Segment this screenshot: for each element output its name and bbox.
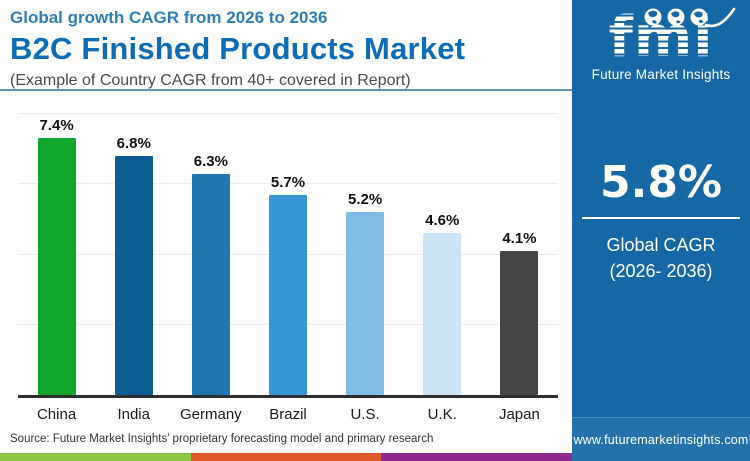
bar-value-label: 7.4% (39, 117, 74, 134)
global-cagr-label: Global CAGR (2026- 2036) (572, 232, 750, 284)
chart-subtitle: (Example of Country CAGR from 40+ covere… (10, 72, 411, 89)
x-axis-label: Brazil (269, 406, 307, 423)
bar-column-brazil: 5.7% (249, 117, 326, 395)
gridline-8pct (18, 113, 558, 114)
page-title: B2C Finished Products Market (10, 31, 466, 66)
header-divider (0, 89, 572, 91)
gridline-6pct (18, 183, 558, 185)
bar-column-germany: 6.3% (172, 117, 249, 395)
stat-divider (582, 217, 740, 220)
logo-tagline: Future Market Insights (591, 67, 731, 82)
global-cagr-value: 5.8% (599, 157, 723, 208)
strip-segment-2 (190, 453, 382, 461)
globe-asia-icon (690, 8, 708, 26)
x-axis-label: U.K. (427, 406, 457, 423)
x-axis-label: U.S. (350, 406, 380, 423)
bar-japan (500, 251, 539, 395)
bar-column-japan: 4.1% (481, 117, 558, 395)
bar-column-us: 5.2% (327, 117, 404, 395)
x-axis-label: Japan (498, 406, 540, 423)
bars-row: 7.4% 6.8% 6.3% 5.7% 5.2% 4.6% 4.1% (18, 117, 558, 395)
bottom-color-strip (0, 453, 573, 461)
bar-china (37, 138, 76, 395)
bar-column-china: 7.4% (18, 117, 95, 395)
bar-value-label: 5.2% (348, 191, 383, 209)
bar-value-label: 6.8% (116, 135, 151, 153)
bar-brazil (268, 194, 307, 395)
website-band: www.futuremarketinsights.com (572, 417, 750, 461)
globe-europe-icon (667, 8, 685, 26)
bar-value-label: 4.6% (425, 212, 460, 230)
global-cagr-stat: 5.8% Global CAGR (2026- 2036) (572, 157, 750, 284)
x-axis-label: India (117, 406, 150, 423)
globe-americas-icon (644, 8, 662, 26)
bar-us (346, 212, 385, 395)
website-url: www.futuremarketinsights.com (573, 432, 749, 447)
logo-swoosh (704, 7, 736, 28)
fmi-logo: fmi Future Market Insights (572, 7, 750, 82)
source-note: Source: Future Market Insights’ propriet… (10, 433, 434, 445)
x-axis-label: Germany (180, 406, 242, 423)
brand-sidebar: fmi Future Market Insights 5.8% Global C… (572, 0, 750, 461)
strip-segment-3 (381, 453, 573, 461)
global-cagr-label-line1: Global CAGR (606, 235, 716, 256)
strip-segment-1 (0, 453, 191, 461)
bar-germany (191, 173, 230, 395)
globe-icons (644, 7, 736, 28)
bar-value-label: 4.1% (502, 230, 537, 247)
bar-column-india: 6.8% (95, 117, 172, 395)
global-cagr-label-line2: (2026- 2036) (609, 261, 713, 282)
chart-header: Global growth CAGR from 2026 to 2036 B2C… (10, 8, 566, 90)
bar-value-label: 5.7% (270, 173, 306, 191)
x-axis-label: China (36, 406, 77, 423)
chart-kicker: Global growth CAGR from 2026 to 2036 (10, 8, 328, 27)
x-axis-labels: China India Germany Brazil U.S. U.K. Japan (18, 406, 558, 423)
bar-column-uk: 4.6% (404, 117, 481, 395)
plot-area: 7.4% 6.8% 6.3% 5.7% 5.2% 4.6% 4.1% (18, 113, 558, 398)
bar-value-label: 6.3% (193, 152, 228, 170)
bar-india (114, 156, 153, 395)
bar-uk (423, 233, 462, 395)
